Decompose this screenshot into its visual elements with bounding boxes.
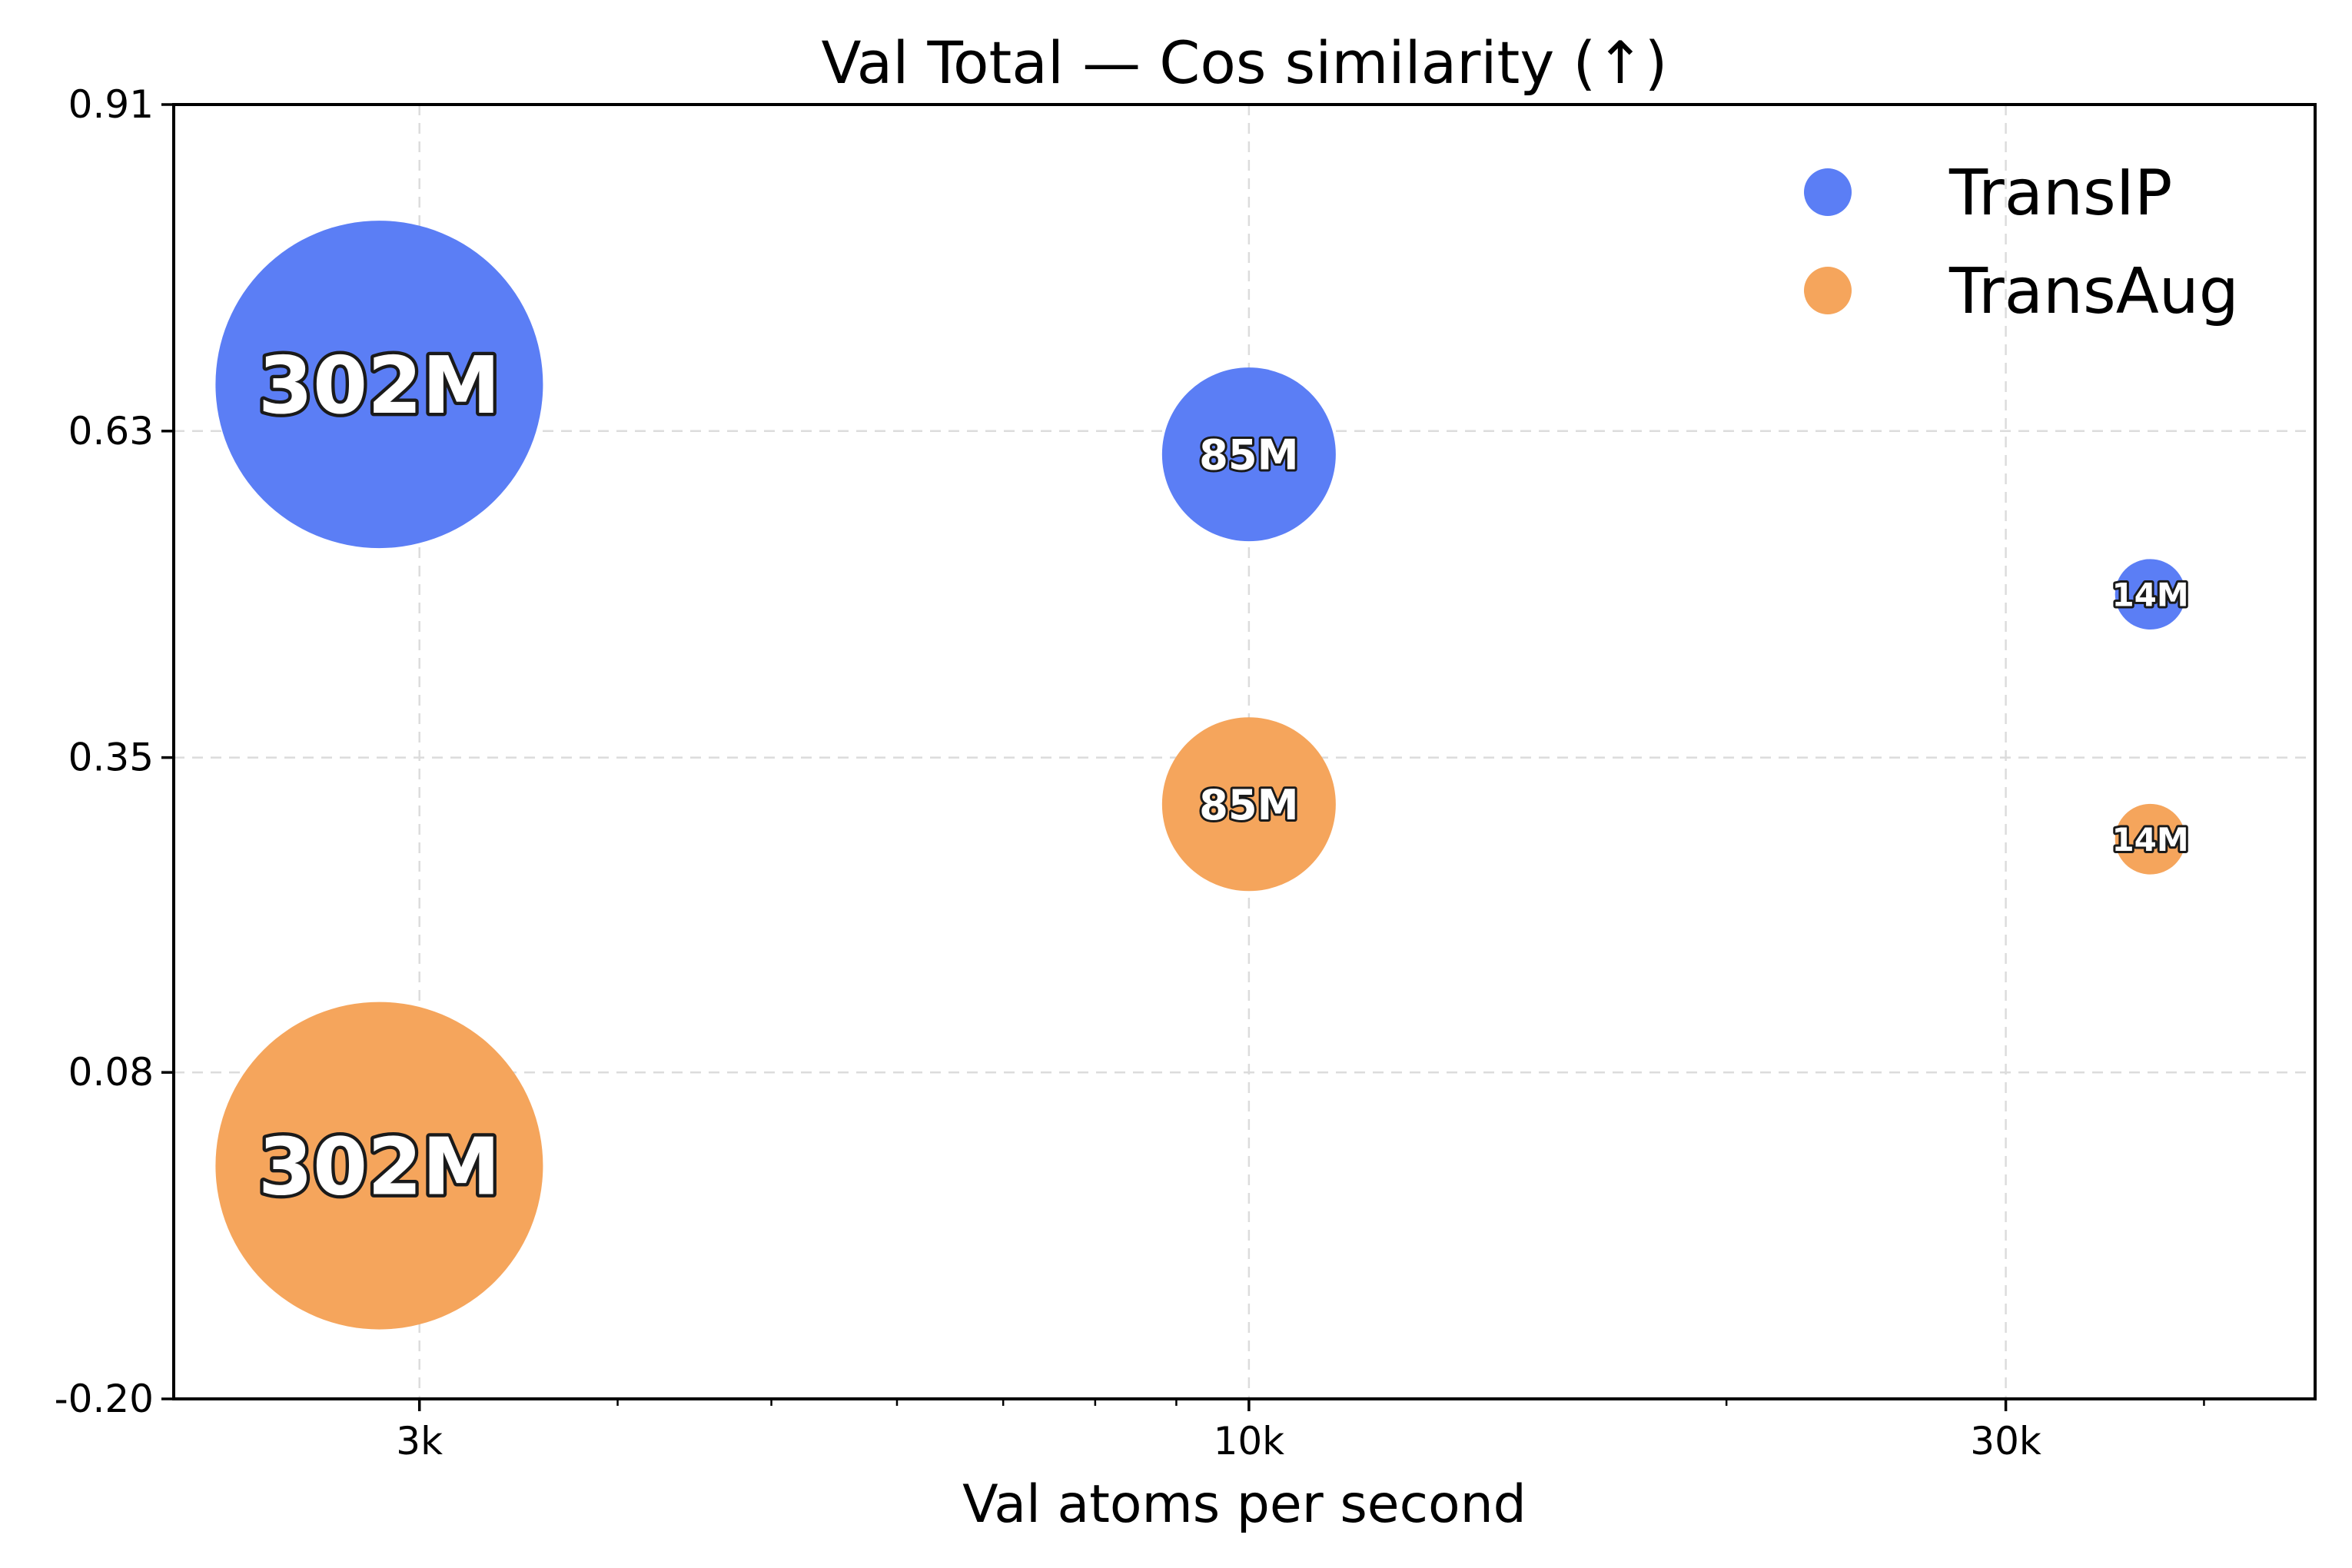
y-tick-label: 0.08 xyxy=(68,1050,154,1095)
bubble-label: 14M xyxy=(2111,576,2188,613)
x-tick-label: 30k xyxy=(1970,1419,2041,1463)
legend: TransIP TransAug xyxy=(1804,157,2239,328)
x-tick-label: 3k xyxy=(396,1419,443,1463)
bubble-transip-85m xyxy=(1161,367,1336,542)
y-tick-label: 0.35 xyxy=(68,736,154,780)
bubble-label: 85M xyxy=(1199,781,1298,829)
bubble-label: 302M xyxy=(258,341,500,432)
x-tick-label: 10k xyxy=(1214,1419,1285,1463)
chart-title: Val Total — Cos similarity (↑) xyxy=(822,28,1668,97)
bubble-transaug-14m xyxy=(2114,803,2186,875)
axis-ticks: -0.20 0.08 0.35 0.63 0.91 3k 10k 30k xyxy=(55,82,2205,1463)
bubble-transaug-85m xyxy=(1161,717,1336,892)
legend-marker-transaug xyxy=(1804,267,1852,314)
legend-label: TransAug xyxy=(1948,255,2239,328)
plot-frame xyxy=(172,103,2317,1400)
bubble-transip-14m xyxy=(2114,559,2186,630)
legend-label: TransIP xyxy=(1948,157,2172,230)
bubble-transaug-302m xyxy=(215,1002,543,1330)
legend-marker-transip xyxy=(1804,168,1852,216)
y-tick-label: 0.63 xyxy=(68,409,154,453)
bubble-transip-302m xyxy=(215,221,543,549)
y-tick-label: 0.91 xyxy=(68,82,154,127)
bubble-label: 14M xyxy=(2111,821,2188,859)
bubble-label: 302M xyxy=(258,1121,500,1213)
bubble-label: 85M xyxy=(1199,431,1298,480)
x-axis-label: Val atoms per second xyxy=(962,1474,1526,1535)
y-tick-label: -0.20 xyxy=(55,1377,154,1421)
bubbles: 302M 85M 14M 302M 85M 14M xyxy=(215,221,2191,1330)
